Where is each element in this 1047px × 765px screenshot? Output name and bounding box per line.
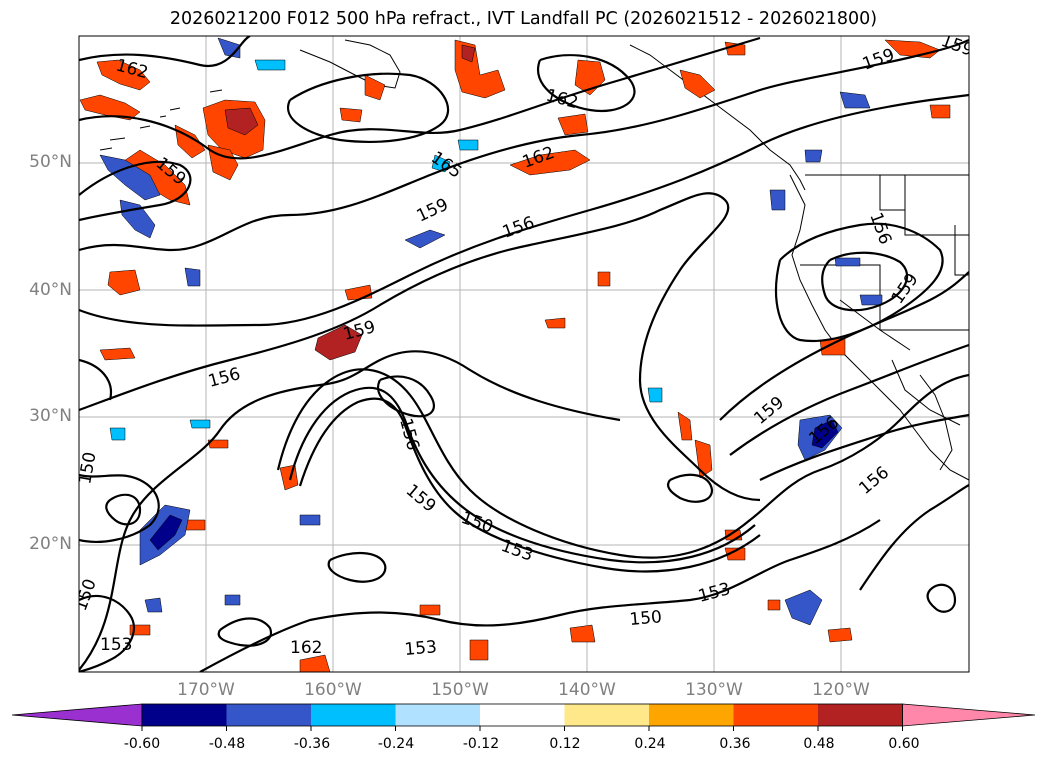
lat-label: 50°N [29,152,72,172]
colorbar-tick-label: -0.48 [208,736,246,752]
colorbar-cell [142,704,227,726]
lat-label: 20°N [29,534,72,554]
lon-label: 130°W [685,680,743,700]
colorbar-tick-label: -0.60 [123,736,161,752]
colorbar-tick-label: 0.24 [634,736,666,752]
colorbar-tick-label: 0.12 [549,736,581,752]
colorbar-tick-label: -0.12 [462,736,500,752]
colorbar-tick-label: 0.48 [803,736,835,752]
colorbar-cell [564,704,649,726]
contour-label: 150 [629,607,663,630]
colorbar-cell [733,704,818,726]
colorbar-cell [480,704,565,726]
contour-labels: 1621591591621651591561591561561501591501… [75,36,969,660]
colorbar [11,703,1036,731]
colorbar-tick-label: 0.60 [888,736,920,752]
colorbar-tick-label: -0.36 [293,736,331,752]
lon-label: 140°W [558,680,616,700]
colorbar-tick-label: 0.36 [719,736,751,752]
refractivity-contours [79,36,969,672]
lon-label: 160°W [304,680,362,700]
colorbar-extend-low [11,703,143,727]
colorbar-tick-label: -0.24 [377,736,415,752]
map-title: 2026021200 F012 500 hPa refract., IVT La… [169,9,878,29]
colorbar-cell [311,704,396,726]
lon-label: 170°W [177,680,235,700]
lon-label: 150°W [431,680,489,700]
lat-label: 30°N [29,406,72,426]
colorbar-extend-high [902,703,1036,727]
colorbar-frame [141,703,903,727]
colorbar-cell [818,704,903,726]
colorbar-cell [395,704,480,726]
contour-label: 153 [404,637,438,660]
colorbar-cell [226,704,311,726]
contour-label: 162 [290,638,322,658]
contour-label: 153 [100,635,132,655]
contour-label: 150 [75,450,100,485]
lon-label: 120°W [812,680,870,700]
colorbar-cell [649,704,734,726]
shaded-anomalies [79,37,951,672]
lat-label: 40°N [29,280,72,300]
